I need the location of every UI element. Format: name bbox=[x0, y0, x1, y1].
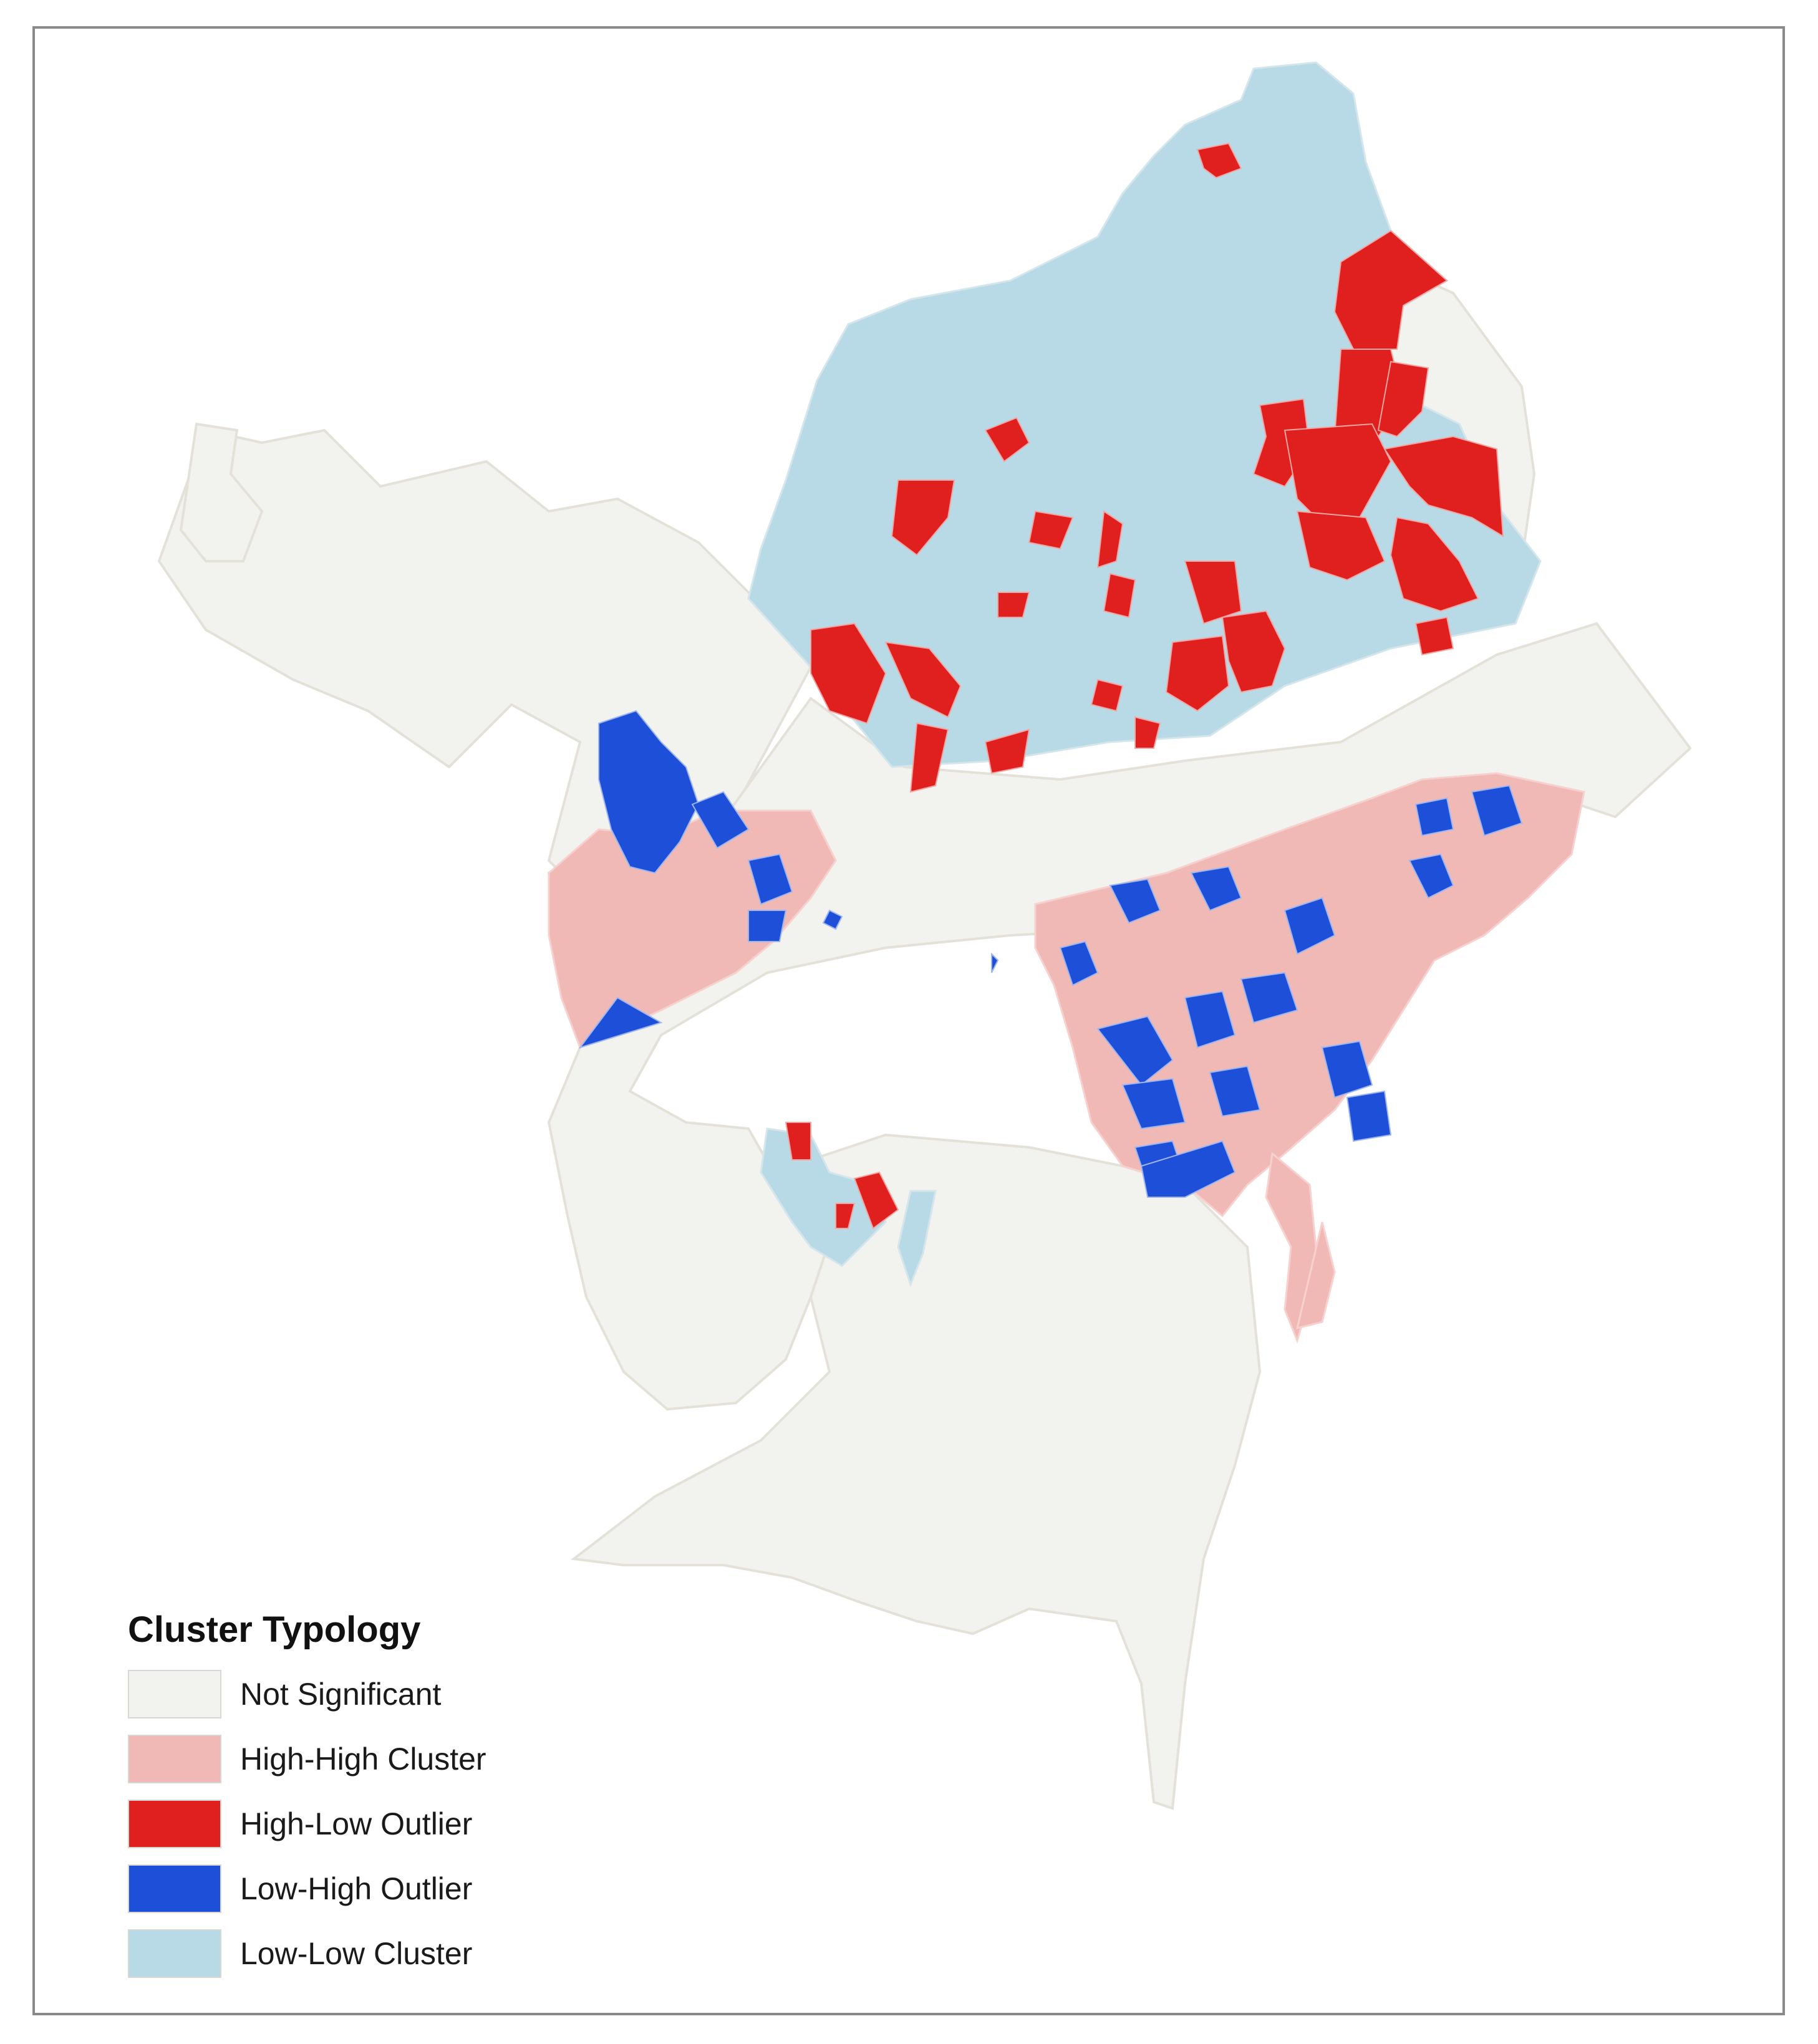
southwest-strip bbox=[897, 1190, 937, 1288]
legend-label: High-High Cluster bbox=[240, 1742, 486, 1776]
hl-poly-10 bbox=[1221, 610, 1286, 693]
lh-poly-1 bbox=[598, 710, 700, 874]
lh-poly-6 bbox=[822, 909, 843, 930]
legend-label: Not Significant bbox=[240, 1677, 442, 1712]
legend-label: Low-Low Cluster bbox=[240, 1936, 473, 1971]
lh-poly-19 bbox=[1121, 1077, 1186, 1130]
port-pier-2 bbox=[1295, 1222, 1336, 1330]
hl-poly-17 bbox=[1096, 510, 1124, 569]
hl-poly-9 bbox=[1390, 516, 1479, 612]
hl-poly-8 bbox=[1296, 510, 1386, 581]
port-pier-1 bbox=[1265, 1152, 1317, 1344]
legend-label: High-Low Outlier bbox=[240, 1806, 473, 1841]
lh-poly-18 bbox=[1321, 1040, 1373, 1099]
hl-poly-25 bbox=[1414, 616, 1454, 656]
legend-item-low-high: Low-High Outlier bbox=[128, 1864, 627, 1914]
lh-poly-17 bbox=[1240, 971, 1298, 1024]
hl-poly-26 bbox=[785, 1122, 811, 1160]
hl-poly-28 bbox=[835, 1203, 856, 1229]
southwest-pocket bbox=[760, 1127, 887, 1267]
lh-poly-20 bbox=[1209, 1065, 1261, 1117]
lh-poly-14 bbox=[1059, 940, 1099, 986]
lh-poly-8 bbox=[1109, 878, 1161, 924]
hl-poly-23 bbox=[984, 728, 1030, 774]
hl-poly-19 bbox=[1184, 561, 1242, 625]
legend-item-high-high: High-High Cluster bbox=[128, 1734, 627, 1784]
legend-item-not-significant: Not Significant bbox=[128, 1669, 627, 1719]
left-outline bbox=[179, 422, 264, 562]
high-low-swatch bbox=[128, 1800, 221, 1848]
low-high-areas bbox=[578, 710, 1523, 1198]
legend-item-low-low: Low-Low Cluster bbox=[128, 1929, 627, 1979]
lh-poly-4 bbox=[747, 853, 793, 905]
hl-poly-12 bbox=[891, 480, 955, 556]
lh-poly-13 bbox=[1408, 853, 1454, 899]
hl-poly-22 bbox=[1090, 678, 1124, 712]
southern-port bbox=[570, 1133, 1262, 1810]
hl-poly-21 bbox=[997, 592, 1030, 618]
lh-poly-12 bbox=[1471, 784, 1523, 837]
lh-poly-11 bbox=[1414, 797, 1454, 837]
lh-poly-15 bbox=[1096, 1015, 1174, 1086]
hl-poly-27 bbox=[853, 1171, 899, 1230]
legend-label: Low-High Outlier bbox=[240, 1871, 473, 1906]
hl-poly-15 bbox=[884, 641, 962, 718]
hl-poly-24 bbox=[1134, 716, 1161, 749]
hl-poly-18 bbox=[1103, 572, 1136, 619]
low-high-swatch bbox=[128, 1864, 221, 1913]
lh-poly-2 bbox=[691, 791, 750, 849]
hl-poly-2 bbox=[1333, 229, 1448, 350]
lh-poly-21 bbox=[1346, 1090, 1392, 1142]
lh-poly-3 bbox=[578, 996, 663, 1049]
legend-item-high-low: High-Low Outlier bbox=[128, 1799, 627, 1849]
hl-poly-20 bbox=[1028, 510, 1074, 550]
hl-poly-5 bbox=[1383, 435, 1504, 538]
low-low-swatch bbox=[128, 1929, 221, 1978]
lh-poly-10 bbox=[1284, 897, 1336, 955]
legend: Cluster Typology Not Significant High-Hi… bbox=[128, 1609, 627, 1993]
hl-poly-13 bbox=[984, 417, 1030, 463]
hl-poly-11 bbox=[1165, 635, 1230, 712]
lh-poly-5 bbox=[748, 910, 787, 942]
high-high-swatch bbox=[128, 1735, 221, 1783]
hl-poly-4 bbox=[1377, 360, 1429, 438]
lh-poly-23 bbox=[1140, 1140, 1236, 1198]
lh-poly-7 bbox=[991, 952, 999, 973]
hl-poly-14 bbox=[810, 622, 887, 725]
hl-poly-16 bbox=[909, 722, 949, 793]
legend-title: Cluster Typology bbox=[128, 1609, 421, 1650]
hl-poly-1 bbox=[1196, 142, 1242, 179]
not-significant-swatch bbox=[128, 1670, 221, 1719]
high-low-areas bbox=[785, 142, 1504, 1230]
lh-poly-9 bbox=[1190, 865, 1242, 912]
lh-poly-16 bbox=[1184, 990, 1236, 1049]
